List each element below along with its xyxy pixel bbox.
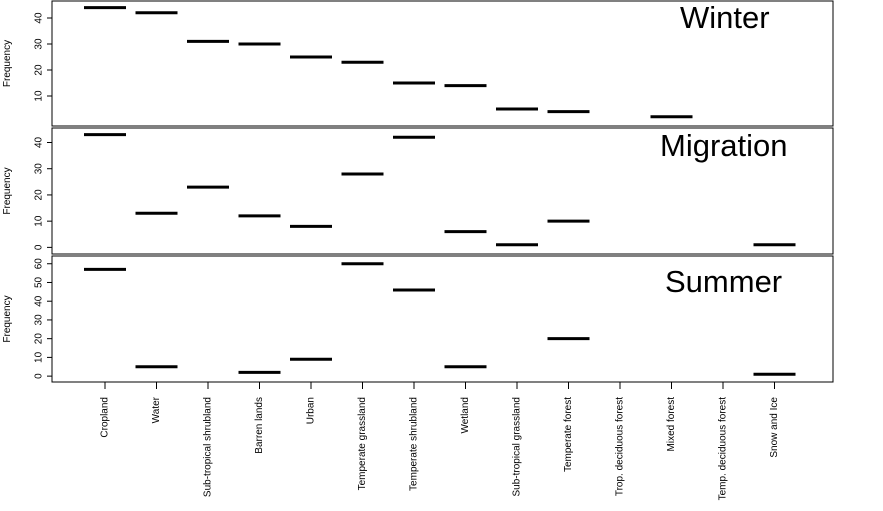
y-tick-label: 10: [34, 90, 45, 102]
panel-summer: 0 10 20 30 40 50 60 Frequency Summer: [2, 255, 834, 383]
y-axis-label: Frequency: [2, 40, 13, 87]
x-tick-label: Wetland: [460, 397, 471, 434]
x-tick-label: Urban: [306, 397, 317, 424]
x-tick-label: Sub-tropical grassland: [512, 397, 523, 497]
y-tick-label: 20: [34, 333, 45, 345]
y-tick-label: 40: [34, 12, 45, 24]
panel-migration: 0 10 20 30 40 Frequency Migration: [2, 127, 834, 255]
y-tick-label: 60: [34, 258, 45, 270]
x-tick-label: Sub-tropical shrubland: [203, 397, 214, 497]
y-tick-label: 40: [34, 136, 45, 148]
x-axis: Cropland Water Sub-tropical shrubland Barre…: [100, 382, 780, 501]
x-tick-label: Temperate forest: [563, 397, 574, 472]
panel-frame: [51, 255, 834, 383]
y-tick-label: 30: [34, 314, 45, 326]
x-tick-label: Cropland: [100, 397, 111, 438]
panel-title: Migration: [660, 128, 788, 163]
x-tick-label: Temperate grassland: [357, 397, 368, 490]
panels: 10 20 30 40 Frequency Winter 0 10 20 30 40 Frequenc…: [2, 0, 834, 383]
y-tick-label: 20: [34, 64, 45, 76]
panel-frame: [51, 127, 834, 255]
y-tick-label: 0: [34, 244, 45, 250]
panel-title: Winter: [680, 0, 770, 35]
y-axis-label: Frequency: [2, 167, 13, 214]
x-tick-label: Snow and Ice: [769, 397, 780, 458]
y-tick-label: 0: [34, 373, 45, 379]
panel-title: Summer: [665, 264, 782, 299]
y-tick-label: 50: [34, 276, 45, 288]
y-tick-label: 10: [34, 215, 45, 227]
panel-winter: 10 20 30 40 Frequency Winter: [2, 0, 834, 127]
y-tick-label: 10: [34, 351, 45, 363]
y-tick-label: 30: [34, 163, 45, 175]
y-tick-label: 40: [34, 295, 45, 307]
x-tick-label: Mixed forest: [666, 397, 677, 452]
x-tick-label: Barren lands: [254, 397, 265, 454]
panel-frame: [51, 0, 834, 127]
y-tick-label: 30: [34, 38, 45, 50]
y-tick-label: 20: [34, 189, 45, 201]
x-tick-label: Trop. deciduous forest: [615, 397, 626, 496]
x-tick-label: Temperate shrubland: [409, 397, 420, 491]
x-tick-label: Water: [151, 396, 162, 423]
x-tick-label: Temp. deciduous forest: [718, 397, 729, 501]
y-axis-label: Frequency: [2, 295, 13, 342]
